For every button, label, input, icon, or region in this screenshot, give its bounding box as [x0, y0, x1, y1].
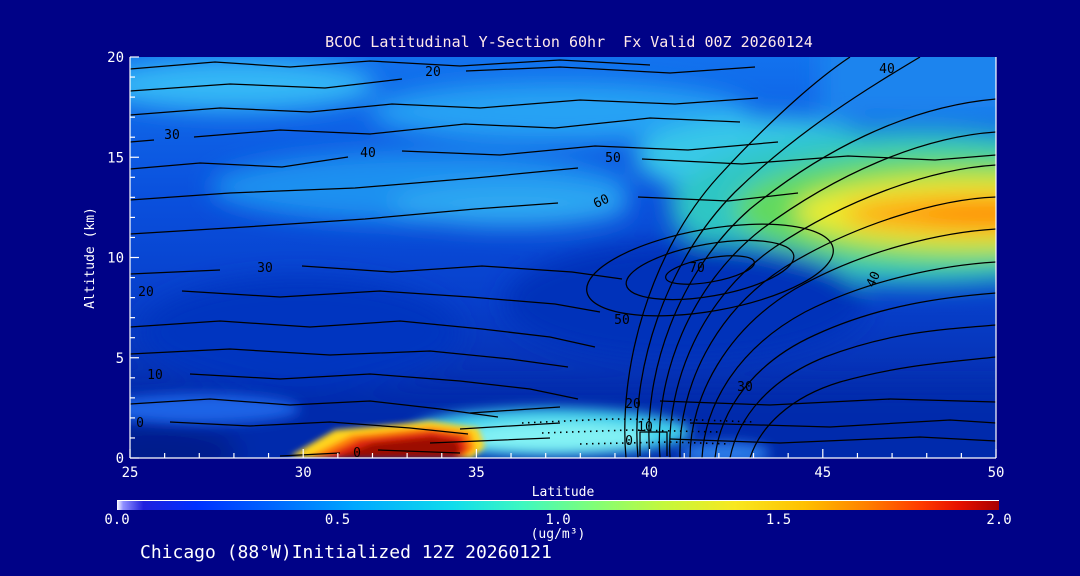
- station-caption: Chicago (88°W)Initialized 12Z 20260121: [140, 542, 552, 563]
- x-tick-label: 25: [122, 465, 139, 481]
- contour-value-label: 40: [879, 62, 895, 77]
- y-tick-label: 10: [107, 251, 124, 267]
- colorbar-tick-label: 0.0: [104, 512, 130, 528]
- y-tick-labels: 0 5 10 15 20: [107, 50, 124, 467]
- colorbar-tick-label: 0.5: [324, 512, 351, 528]
- contour-value-label: 40: [864, 269, 884, 290]
- y-tick-group: [130, 56, 139, 459]
- y-tick-label: 20: [107, 50, 124, 66]
- contour-fill-field: [130, 57, 996, 458]
- contour-value-label: 50: [614, 313, 630, 328]
- x-tick-label: 40: [641, 465, 658, 481]
- y-tick-label: 15: [107, 150, 124, 166]
- colorbar-tick-labels: 0.0 0.5 1.0 1.5 2.0: [0, 512, 1080, 528]
- contour-value-label: 10: [637, 420, 653, 435]
- contour-value-label: 70: [689, 261, 705, 276]
- colorbar-tick-label: 2.0: [986, 512, 1012, 528]
- x-tick-label: 45: [814, 465, 831, 481]
- x-tick-label: 50: [988, 465, 1005, 481]
- contour-value-label: 50: [605, 151, 621, 166]
- plot-area: 20 40 30 40 50 60 70 40 30 20 10 0 50 30 20 10 0 0: [130, 57, 996, 461]
- contour-value-label: 30: [257, 261, 273, 276]
- x-tick-labels: 25 30 35 40 45 50: [122, 465, 1005, 481]
- colorbar-tick-label: 1.5: [765, 512, 792, 528]
- x-axis-title: Latitude: [532, 485, 595, 500]
- x-tick-group: [129, 449, 997, 458]
- y-tick-label: 0: [116, 451, 124, 467]
- x-tick-label: 35: [468, 465, 485, 481]
- contour-value-label: 0: [136, 416, 144, 431]
- contour-lines: [130, 57, 996, 458]
- contour-value-label: 20: [425, 65, 441, 80]
- contour-value-label: 60: [591, 192, 612, 212]
- contour-value-label: 0: [353, 446, 361, 461]
- colorbar-tick-label: 1.0: [545, 512, 571, 528]
- colorbar: [117, 500, 999, 510]
- contour-value-label: 20: [138, 285, 154, 300]
- x-tick-label: 30: [295, 465, 312, 481]
- y-axis-title: Altitude (km): [83, 207, 98, 309]
- dotted-contour-lines: [521, 418, 756, 445]
- contour-value-label: 30: [737, 380, 753, 395]
- contour-value-label: 20: [625, 397, 641, 412]
- contour-value-label: 30: [164, 128, 180, 143]
- y-tick-label: 5: [116, 351, 124, 367]
- plot-title: BCOC Latitudinal Y-Section 60hr Fx Valid…: [325, 33, 813, 51]
- colorbar-units: (ug/m³): [530, 527, 586, 542]
- contour-value-label: 10: [147, 368, 163, 383]
- contour-value-label: 40: [360, 146, 376, 161]
- contour-label-group: 20 40 30 40 50 60 70 40 30 20 10 0 50 30 20 10 0 0: [136, 62, 895, 461]
- contour-value-label: 0: [625, 434, 633, 449]
